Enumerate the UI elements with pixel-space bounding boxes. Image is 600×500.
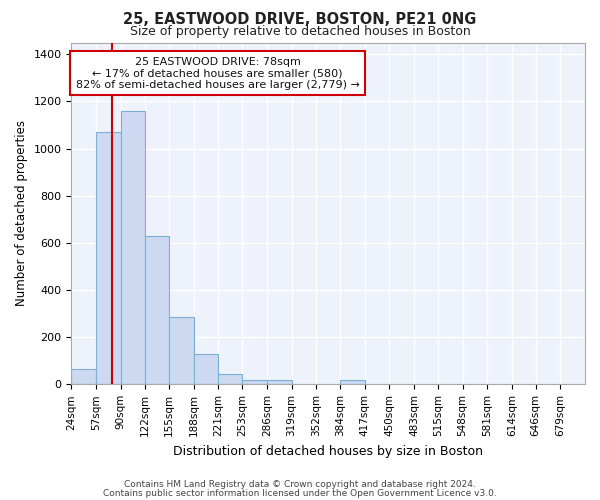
- Bar: [169, 317, 194, 384]
- Bar: [121, 111, 145, 384]
- Bar: [96, 132, 121, 384]
- Text: Contains HM Land Registry data © Crown copyright and database right 2024.: Contains HM Land Registry data © Crown c…: [124, 480, 476, 489]
- Text: 25 EASTWOOD DRIVE: 78sqm
← 17% of detached houses are smaller (580)
82% of semi-: 25 EASTWOOD DRIVE: 78sqm ← 17% of detach…: [76, 56, 359, 90]
- X-axis label: Distribution of detached houses by size in Boston: Distribution of detached houses by size …: [173, 444, 483, 458]
- Bar: [194, 354, 218, 384]
- Bar: [267, 380, 292, 384]
- Text: Size of property relative to detached houses in Boston: Size of property relative to detached ho…: [130, 25, 470, 38]
- Y-axis label: Number of detached properties: Number of detached properties: [15, 120, 28, 306]
- Text: 25, EASTWOOD DRIVE, BOSTON, PE21 0NG: 25, EASTWOOD DRIVE, BOSTON, PE21 0NG: [124, 12, 476, 28]
- Bar: [145, 236, 169, 384]
- Bar: [242, 380, 267, 384]
- Bar: [218, 374, 242, 384]
- Text: Contains public sector information licensed under the Open Government Licence v3: Contains public sector information licen…: [103, 488, 497, 498]
- Bar: [71, 369, 96, 384]
- Bar: [340, 380, 365, 384]
